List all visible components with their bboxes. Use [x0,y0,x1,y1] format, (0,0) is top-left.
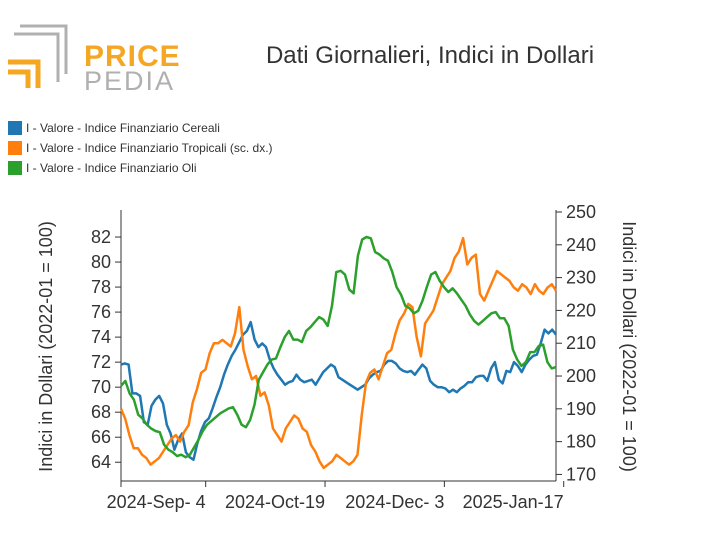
legend-label-oli: I - Valore - Indice Finanziario Oli [26,161,197,175]
y-tick-label-right: 230 [566,268,596,288]
y-tick-label-left: 66 [91,427,111,447]
logo-text-pedia: PEDIA [84,66,176,96]
logo-text-price: PRICE [84,40,181,73]
chart-title: Dati Giornalieri, Indici in Dollari [265,42,595,69]
y-tick-label-right: 200 [566,366,596,386]
y-tick-label-right: 210 [566,333,596,353]
legend-swatch-cereali [8,121,22,135]
x-tick-label: 2024-Dec- 3 [345,492,444,512]
series-line-tropicali [119,236,558,470]
pricepedia-logo: PRICE PEDIA [6,18,180,96]
legend-label-cereali: I - Valore - Indice Finanziario Cereali [26,121,220,135]
y-tick-label-right: 240 [566,235,596,255]
y-axis-title-left: Indici in Dollari (2022-01 = 100) [36,221,56,472]
x-tick-label: 2024-Oct-19 [225,492,325,512]
y-tick-label-left: 78 [91,277,111,297]
y-tick-label-left: 82 [91,227,111,247]
y-tick-label-right: 190 [566,399,596,419]
y-tick-label-left: 68 [91,402,111,422]
y-tick-label-right: 170 [566,464,596,484]
y-tick-label-right: 220 [566,300,596,320]
chart-legend: I - Valore - Indice Finanziario Cereali … [8,118,273,178]
x-tick-label: 2024-Sep- 4 [107,492,206,512]
legend-swatch-tropicali [8,141,22,155]
legend-item-tropicali[interactable]: I - Valore - Indice Finanziario Tropical… [8,138,273,158]
legend-label-tropicali: I - Valore - Indice Finanziario Tropical… [26,141,273,155]
x-tick-label: 2025-Jan-17 [463,492,564,512]
y-tick-label-left: 76 [91,302,111,322]
logo-mark-icon [8,24,68,88]
series-line-cereali [120,320,557,461]
y-tick-label-left: 74 [91,327,111,347]
y-tick-label-left: 64 [91,452,111,472]
legend-swatch-oli [8,161,22,175]
y-tick-label-left: 80 [91,252,111,272]
legend-item-cereali[interactable]: I - Valore - Indice Finanziario Cereali [8,118,273,138]
y-tick-label-left: 70 [91,377,111,397]
series-line-oli [120,235,557,459]
y-tick-label-left: 72 [91,352,111,372]
y-tick-label-right: 250 [566,202,596,222]
legend-item-oli[interactable]: I - Valore - Indice Finanziario Oli [8,158,273,178]
y-tick-label-right: 180 [566,432,596,452]
y-axis-title-right: Indici in Dollari (2022-01 = 100) [619,221,639,472]
